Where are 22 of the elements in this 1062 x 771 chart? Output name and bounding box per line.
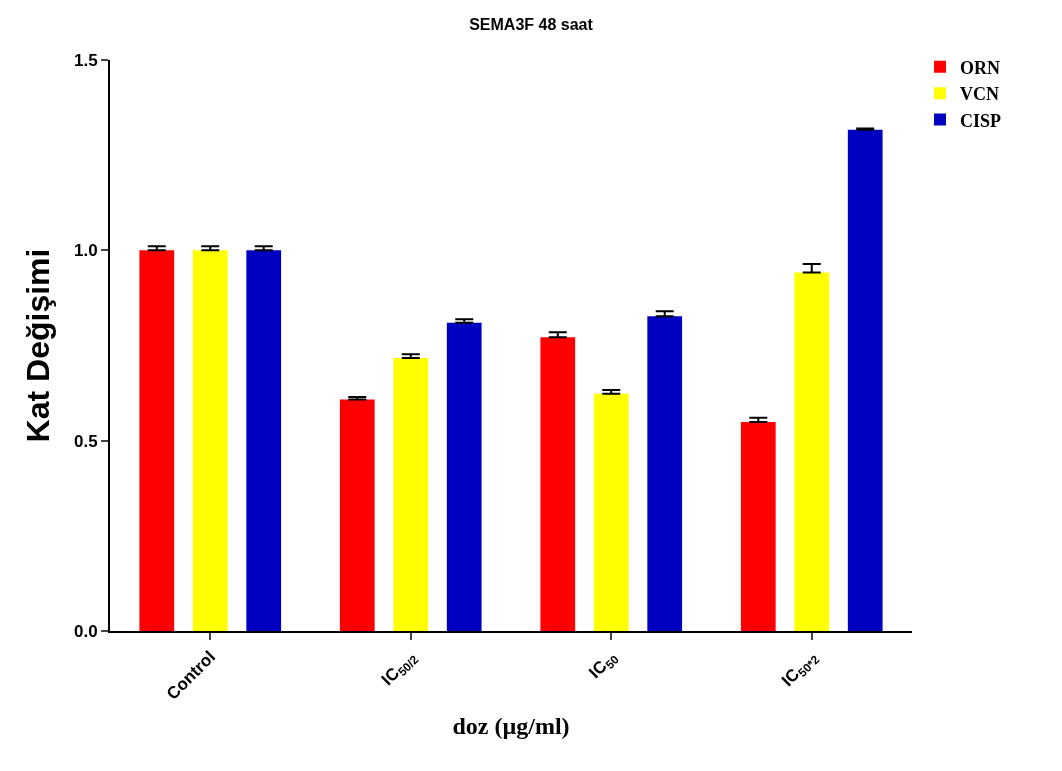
- bar: [540, 337, 576, 631]
- bar: [246, 250, 282, 631]
- bar: [647, 316, 683, 631]
- legend-label: VCN: [960, 84, 1000, 105]
- legend-label: CISP: [960, 110, 1002, 131]
- y-tick-label: 0.5: [73, 431, 98, 451]
- y-axis-title: Kat Değişimi: [19, 248, 56, 443]
- chart-title: SEMA3F 48 saat: [469, 16, 594, 34]
- y-tick-label: 0.0: [73, 621, 98, 641]
- legend-label: ORN: [960, 57, 1001, 78]
- bar: [139, 250, 175, 631]
- bar: [593, 393, 629, 631]
- bar: [393, 358, 429, 631]
- y-tick-label: 1.0: [73, 241, 98, 261]
- bar: [794, 272, 830, 631]
- bar: [192, 250, 228, 631]
- bar: [339, 399, 375, 631]
- bar: [847, 129, 883, 631]
- y-tick-label: 1.5: [73, 50, 98, 70]
- bar: [740, 422, 776, 631]
- bar: [446, 322, 482, 631]
- x-axis-title: doz (µg/ml): [452, 713, 570, 740]
